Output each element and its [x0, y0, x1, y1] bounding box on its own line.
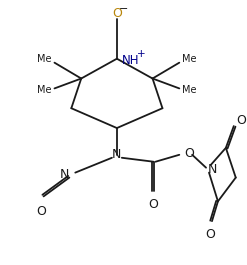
Text: −: − [119, 4, 128, 14]
Text: N: N [208, 163, 217, 176]
Text: Me: Me [37, 85, 52, 95]
Text: O: O [37, 205, 46, 218]
Text: NH: NH [122, 54, 139, 67]
Text: +: + [137, 49, 145, 59]
Text: N: N [60, 168, 69, 181]
Text: O: O [184, 147, 194, 160]
Text: N: N [112, 148, 122, 161]
Text: O: O [205, 228, 215, 241]
Text: O: O [149, 198, 159, 211]
Text: O: O [236, 114, 246, 127]
Text: Me: Me [37, 54, 52, 64]
Text: Me: Me [182, 85, 197, 95]
Text: Me: Me [182, 54, 197, 64]
Text: O: O [112, 7, 122, 20]
